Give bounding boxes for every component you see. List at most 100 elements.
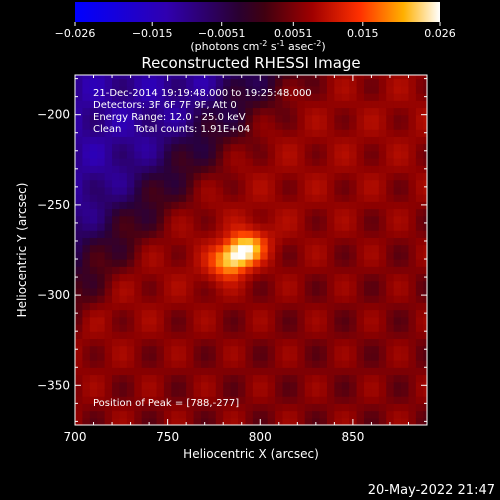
heatmap-cell <box>82 165 91 174</box>
heatmap-cell <box>349 121 358 130</box>
heatmap-cell <box>75 374 84 383</box>
heatmap-cell <box>356 338 365 347</box>
heatmap-cell <box>200 194 209 202</box>
heatmap-cell <box>260 114 269 123</box>
heatmap-cell <box>312 280 321 289</box>
heatmap-cell <box>104 208 113 217</box>
heatmap-cell <box>401 107 410 116</box>
heatmap-cell <box>252 93 261 101</box>
heatmap-cell <box>119 259 128 267</box>
heatmap-cell <box>208 295 217 303</box>
heatmap-cell <box>82 374 91 383</box>
heatmap-cell <box>252 417 261 425</box>
heatmap-cell <box>171 302 180 311</box>
heatmap-cell <box>82 287 91 296</box>
heatmap-cell <box>141 388 150 397</box>
heatmap-cell <box>104 157 113 166</box>
heatmap-cell <box>215 179 224 188</box>
heatmap-cell <box>230 208 239 217</box>
heatmap-cell <box>289 360 298 368</box>
heatmap-cell <box>282 302 291 311</box>
heatmap-cell <box>75 165 84 174</box>
heatmap-cell <box>267 165 276 174</box>
heatmap-cell <box>252 100 261 109</box>
heatmap-cell <box>112 129 121 137</box>
heatmap-cell <box>378 186 387 195</box>
heatmap-cell <box>141 75 150 80</box>
heatmap-cell <box>297 172 306 181</box>
heatmap-cell <box>112 345 121 354</box>
heatmap-cell <box>260 93 269 101</box>
heatmap-cell <box>223 259 232 267</box>
heatmap-cell <box>282 78 291 87</box>
heatmap-cell <box>112 136 121 145</box>
heatmap-cell <box>304 345 313 354</box>
heatmap-cell <box>215 367 224 376</box>
x-tick-label: 800 <box>249 430 272 444</box>
heatmap-cell <box>267 266 276 275</box>
heatmap-cell <box>356 266 365 275</box>
heatmap-cell <box>408 345 417 354</box>
heatmap-cell <box>134 396 143 404</box>
heatmap-cell <box>408 143 417 152</box>
heatmap-cell <box>245 266 254 275</box>
heatmap-cell <box>126 374 135 383</box>
colorbar-tick-label: −0.0051 <box>198 27 246 40</box>
heatmap-cell <box>193 194 202 202</box>
heatmap-cell <box>386 114 395 123</box>
heatmap-cell <box>267 85 276 94</box>
heatmap-cell <box>171 403 180 412</box>
heatmap-cell <box>371 230 380 238</box>
heatmap-cell <box>341 410 350 419</box>
heatmap-cell <box>97 396 106 404</box>
heatmap-cell <box>112 403 121 412</box>
heatmap-cell <box>238 222 247 231</box>
heatmap-cell <box>215 352 224 361</box>
heatmap-cell <box>75 287 84 296</box>
heatmap-cell <box>423 331 427 340</box>
heatmap-cell <box>408 215 417 224</box>
heatmap-cell <box>304 323 313 332</box>
heatmap-cell <box>401 157 410 166</box>
heatmap-cell <box>334 287 343 296</box>
heatmap-cell <box>349 352 358 361</box>
heatmap-cell <box>163 403 172 412</box>
heatmap-cell <box>141 136 150 145</box>
heatmap-cell <box>252 222 261 231</box>
heatmap-cell <box>364 259 373 267</box>
heatmap-cell <box>289 201 298 210</box>
heatmap-cell <box>401 309 410 318</box>
heatmap-cell <box>141 381 150 390</box>
heatmap-cell <box>104 186 113 195</box>
heatmap-cell <box>423 360 427 368</box>
heatmap-cell <box>193 345 202 354</box>
heatmap-cell <box>89 316 98 325</box>
heatmap-cell <box>341 121 350 130</box>
heatmap-cell <box>156 93 165 101</box>
heatmap-cell <box>126 114 135 123</box>
heatmap-cell <box>393 244 402 253</box>
heatmap-cell <box>297 338 306 347</box>
heatmap-cell <box>341 75 350 80</box>
heatmap-cell <box>126 129 135 137</box>
heatmap-cell <box>215 121 224 130</box>
heatmap-cell <box>415 381 424 390</box>
heatmap-cell <box>245 100 254 109</box>
heatmap-cell <box>415 100 424 109</box>
heatmap-cell <box>215 107 224 116</box>
heatmap-cell <box>156 107 165 116</box>
heatmap-cell <box>126 273 135 282</box>
heatmap-cell <box>356 215 365 224</box>
heatmap-cell <box>193 114 202 123</box>
heatmap-cell <box>297 280 306 289</box>
heatmap-cell <box>89 121 98 130</box>
heatmap-cell <box>104 417 113 425</box>
heatmap-cell <box>75 295 84 303</box>
heatmap-cell <box>252 251 261 260</box>
heatmap-cell <box>141 121 150 130</box>
heatmap-cell <box>75 388 84 397</box>
heatmap-cell <box>423 136 427 145</box>
heatmap-cell <box>208 201 217 210</box>
heatmap-cell <box>208 381 217 390</box>
heatmap-cell <box>282 222 291 231</box>
